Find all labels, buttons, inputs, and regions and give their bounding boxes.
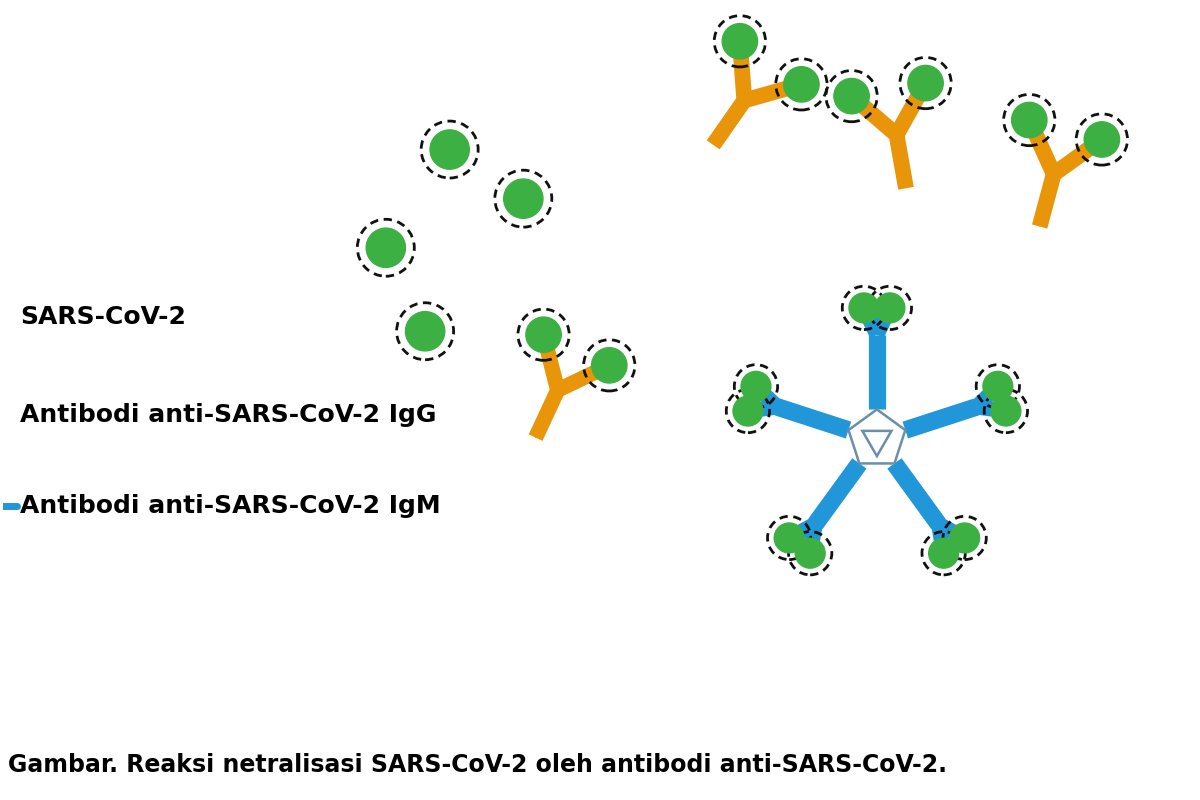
Circle shape — [796, 538, 826, 568]
Circle shape — [784, 66, 820, 102]
Circle shape — [742, 371, 770, 402]
Circle shape — [504, 179, 542, 218]
Text: SARS-CoV-2: SARS-CoV-2 — [20, 305, 186, 329]
Circle shape — [722, 24, 757, 59]
Circle shape — [949, 523, 979, 553]
Text: Antibodi anti-SARS-CoV-2 IgM: Antibodi anti-SARS-CoV-2 IgM — [20, 494, 442, 518]
Circle shape — [406, 312, 445, 351]
Circle shape — [834, 78, 869, 114]
Circle shape — [733, 396, 763, 426]
Text: Antibodi anti-SARS-CoV-2 IgG: Antibodi anti-SARS-CoV-2 IgG — [20, 402, 437, 426]
Circle shape — [875, 293, 905, 323]
Circle shape — [1084, 122, 1120, 157]
Circle shape — [848, 293, 878, 323]
Circle shape — [366, 228, 406, 267]
Circle shape — [592, 348, 626, 383]
Circle shape — [1012, 102, 1046, 138]
Circle shape — [430, 130, 469, 169]
Circle shape — [991, 396, 1021, 426]
Circle shape — [983, 371, 1013, 402]
Text: Gambar. Reaksi netralisasi SARS-CoV-2 oleh antibodi anti-SARS-CoV-2.: Gambar. Reaksi netralisasi SARS-CoV-2 ol… — [7, 754, 947, 778]
Circle shape — [929, 538, 959, 568]
Circle shape — [774, 523, 804, 553]
Circle shape — [908, 66, 943, 101]
Circle shape — [526, 317, 562, 352]
